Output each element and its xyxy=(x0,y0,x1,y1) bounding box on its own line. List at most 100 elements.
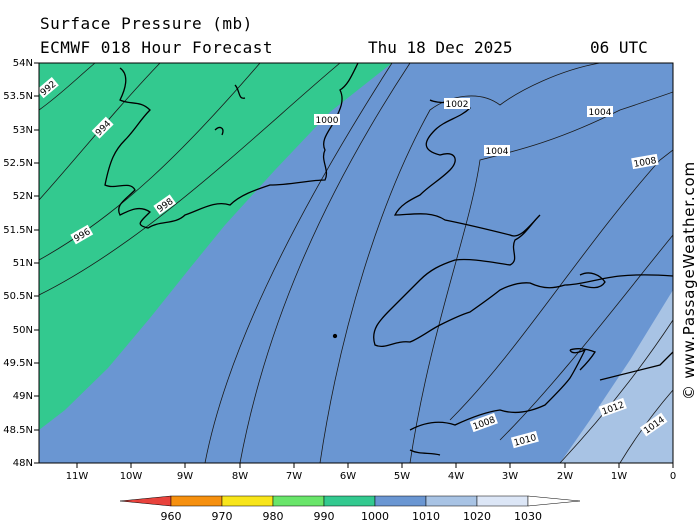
lat-tick-4: 52N xyxy=(13,191,39,202)
lon-label: 10W xyxy=(120,471,143,482)
lat-tick-2: 53N xyxy=(13,125,39,136)
coast-france-east xyxy=(599,351,673,381)
lat-tick-5: 51.5N xyxy=(3,225,39,236)
lon-tick-3: 8W xyxy=(232,463,248,482)
lon-tick-5: 6W xyxy=(340,463,356,482)
isobar-992 xyxy=(39,63,96,111)
colorbar-label: 1000 xyxy=(361,510,389,523)
forecast-time: 06 UTC xyxy=(590,38,648,57)
lat-tick-11: 48.5N xyxy=(3,425,39,436)
site-credit: © www.PassageWeather.com xyxy=(680,161,698,400)
lon-tick-1: 10W xyxy=(120,463,143,482)
isobar-label: 1004 xyxy=(589,108,612,118)
isobar-1008 xyxy=(449,149,673,421)
coast-brittany-tip xyxy=(409,449,441,456)
colorbar-segment xyxy=(221,495,274,507)
lon-tick-10: 1W xyxy=(611,463,627,482)
isobar-label: 1002 xyxy=(446,100,469,110)
lon-label: 8W xyxy=(232,471,248,482)
colorbar-label: 1010 xyxy=(412,510,440,523)
coast-southampton xyxy=(579,272,606,289)
lat-tick-0: 54N xyxy=(13,58,39,69)
lon-label: 4W xyxy=(448,471,464,482)
fill-990-1000 xyxy=(39,63,392,430)
isobar-label: 1004 xyxy=(486,147,509,157)
lat-label: 54N xyxy=(13,58,33,69)
lat-tick-1: 53.5N xyxy=(3,91,39,102)
lat-label: 53N xyxy=(13,125,33,136)
lon-label: 6W xyxy=(340,471,356,482)
lat-label: 48N xyxy=(13,458,33,469)
lat-label: 51.5N xyxy=(3,225,33,236)
lon-label: 7W xyxy=(286,471,302,482)
lon-tick-0: 11W xyxy=(66,463,89,482)
lat-tick-9: 49.5N xyxy=(3,358,39,369)
lat-label: 52.5N xyxy=(3,158,33,169)
coast-wales-england xyxy=(373,99,673,348)
coast-ireland xyxy=(104,63,359,229)
isobar-998 xyxy=(39,63,341,296)
colorbar-label: 980 xyxy=(263,510,284,523)
forecast-date: Thu 18 Dec 2025 xyxy=(368,38,513,57)
lat-tick-7: 50.5N xyxy=(3,291,39,302)
map-area: 992 994 996 998 1000 1002 1004 1004 1008… xyxy=(39,63,673,463)
lat-tick-12: 48N xyxy=(13,458,39,469)
lat-label: 50N xyxy=(13,325,33,336)
isobar-1010 xyxy=(499,234,673,441)
lat-label: 51N xyxy=(13,258,33,269)
colorbar-label: 1020 xyxy=(463,510,491,523)
coast-islet-2 xyxy=(214,126,224,136)
isobar-1000b xyxy=(204,63,393,463)
colorbar-label: 990 xyxy=(314,510,335,523)
model-label: ECMWF 018 Hour Forecast xyxy=(40,38,274,57)
coastlines xyxy=(104,63,673,456)
lon-tick-6: 5W xyxy=(394,463,410,482)
lon-tick-9: 2W xyxy=(557,463,573,482)
colorbar-segment xyxy=(272,495,325,507)
lon-label: 3W xyxy=(502,471,518,482)
lon-label: 2W xyxy=(557,471,573,482)
lat-tick-8: 50N xyxy=(13,325,39,336)
colorbar-segment xyxy=(170,495,223,507)
isobar-1014 xyxy=(619,389,673,463)
colorbar-segment xyxy=(476,495,529,507)
lat-label: 49.5N xyxy=(3,358,33,369)
colorbar-label: 960 xyxy=(161,510,182,523)
coast-islet-1 xyxy=(234,84,246,99)
lat-tick-10: 49N xyxy=(13,391,39,402)
isobar-996 xyxy=(39,63,261,261)
colorbar-segment xyxy=(323,495,376,507)
colorbar-label: 970 xyxy=(212,510,233,523)
isobars xyxy=(39,63,673,463)
lon-label: 9W xyxy=(177,471,193,482)
lat-label: 53.5N xyxy=(3,91,33,102)
lat-label: 52N xyxy=(13,191,33,202)
colorbar-segment-low xyxy=(119,495,172,507)
isobar-1004 xyxy=(409,91,673,463)
isobar-label: 1008 xyxy=(633,156,658,170)
lat-tick-3: 52.5N xyxy=(3,158,39,169)
lon-label: 11W xyxy=(66,471,89,482)
lat-label: 49N xyxy=(13,391,33,402)
lat-tick-6: 51N xyxy=(13,258,39,269)
lon-label: 1W xyxy=(611,471,627,482)
colorbar: 960 970 980 990 1000 1010 1020 1030 xyxy=(119,495,581,523)
colorbar-segment xyxy=(374,495,427,507)
lon-tick-8: 3W xyxy=(502,463,518,482)
colorbar-segment-high xyxy=(527,495,581,507)
lon-axis: 11W 10W 9W 8W 7W 6W 5W 4W 3W 2W 1W 0 xyxy=(66,463,676,482)
lat-axis: 54N 53.5N 53N 52.5N 52N 51.5N 51N 50.5N … xyxy=(3,58,39,469)
colorbar-label: 1030 xyxy=(514,510,542,523)
lon-tick-4: 7W xyxy=(286,463,302,482)
isobar-label: 1000 xyxy=(316,116,339,126)
lon-tick-7: 4W xyxy=(448,463,464,482)
lon-tick-2: 9W xyxy=(177,463,193,482)
isobar-1000a xyxy=(239,63,411,463)
coast-islet-3 xyxy=(332,333,338,339)
fill-1010-1020 xyxy=(560,290,673,463)
lat-label: 50.5N xyxy=(3,291,33,302)
colorbar-segment xyxy=(425,495,478,507)
lat-label: 48.5N xyxy=(3,425,33,436)
lon-tick-11: 0 xyxy=(670,463,676,482)
